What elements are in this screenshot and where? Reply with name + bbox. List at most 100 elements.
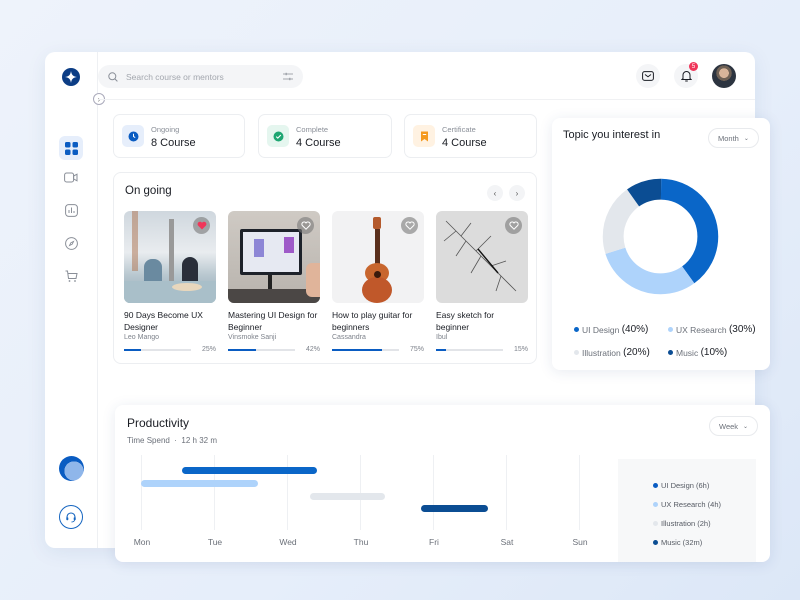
heart-outline-icon (508, 221, 519, 230)
sketch-image (443, 220, 517, 292)
course-progress: 75% (332, 346, 424, 353)
card-title: Topic you interest in (563, 129, 661, 141)
bar-music[interactable] (421, 505, 488, 512)
course-card[interactable]: Easy sketch for beginner Ibul 15% (436, 211, 528, 353)
bar-illustration[interactable] (310, 493, 385, 500)
section-title: On going (125, 185, 172, 197)
stat-value: 8 Course (151, 137, 196, 149)
compass-icon (64, 236, 78, 250)
search-bar[interactable]: Search course or mentors (98, 65, 303, 88)
sidebar-item-explore[interactable] (59, 231, 83, 255)
chevron-right-icon: › (515, 188, 519, 198)
chevron-down-icon: ⌄ (743, 423, 749, 430)
productivity-card: Productivity Time Spend · 12 h 32 m Week… (115, 405, 770, 562)
notifications-button[interactable]: 5 (674, 62, 698, 88)
user-avatar[interactable] (712, 64, 736, 88)
course-progress: 15% (436, 346, 528, 353)
heart-outline-icon (300, 221, 311, 230)
gridline (287, 455, 288, 530)
favorite-button[interactable] (401, 217, 418, 234)
donut-chart (602, 178, 719, 295)
course-progress: 25% (124, 346, 216, 353)
course-card[interactable]: 90 Days Become UX Designer Leo Mango 25% (124, 211, 216, 353)
search-input[interactable]: Search course or mentors (126, 71, 224, 82)
legend-item: Music (32m) (653, 538, 702, 547)
filter-icon[interactable] (283, 72, 293, 81)
course-card[interactable]: Mastering UI Design for Beginner Vinsmok… (228, 211, 320, 353)
dropdown-value: Week (719, 421, 739, 431)
course-author: Cassandra (332, 334, 366, 341)
stat-card-complete: Complete 4 Course (258, 114, 392, 158)
grid-icon (64, 141, 78, 155)
cart-icon (65, 270, 78, 282)
favorite-button[interactable] (297, 217, 314, 234)
course-author: Ibul (436, 334, 448, 341)
course-thumbnail (228, 211, 320, 303)
dropdown-value: Month (718, 133, 739, 143)
day-label: Sun (572, 537, 588, 547)
chart-icon (64, 203, 78, 217)
stat-value: 4 Course (296, 137, 341, 149)
sidebar-item-video[interactable] (59, 165, 83, 189)
video-icon (64, 172, 78, 182)
progress-percent: 75% (409, 346, 424, 353)
bookmark-icon (413, 125, 435, 147)
progress-percent: 25% (201, 346, 216, 353)
gridline (433, 455, 434, 530)
bar-ux-research[interactable] (141, 480, 258, 487)
day-label: Wed (279, 537, 297, 547)
course-thumbnail (332, 211, 424, 303)
bar-ui-design[interactable] (182, 467, 317, 474)
check-circle-icon (267, 125, 289, 147)
legend-item: UI Design (6h) (653, 481, 709, 490)
legend-item: UI Design (40%) (574, 324, 648, 335)
card-title: Productivity (127, 416, 190, 430)
course-title: Mastering UI Design for Beginner (228, 310, 318, 332)
course-progress: 42% (228, 346, 320, 353)
day-label: Tue (207, 537, 223, 547)
legend-item: UX Research (30%) (668, 324, 756, 335)
course-card[interactable]: How to play guitar for beginners Cassand… (332, 211, 424, 353)
sidebar-item-analytics[interactable] (59, 198, 83, 222)
workspace-avatar[interactable] (59, 456, 84, 481)
stat-label: Certificate (442, 125, 476, 134)
headset-icon (66, 512, 76, 523)
progress-percent: 15% (513, 346, 528, 353)
gridline (214, 455, 215, 530)
stat-label: Complete (296, 125, 329, 134)
stat-card-certificate: Certificate 4 Course (404, 114, 537, 158)
legend-item: Illustration (20%) (574, 347, 650, 358)
chevron-down-icon: ⌄ (743, 135, 749, 142)
course-thumbnail (124, 211, 216, 303)
chevron-left-icon: ‹ (493, 188, 497, 198)
legend-item: UX Research (4h) (653, 500, 721, 509)
day-label: Thu (353, 537, 369, 547)
logo-icon (62, 68, 80, 86)
ongoing-section: On going ‹ › 90 Days Become UX Designer … (113, 172, 537, 364)
course-title: How to play guitar for beginners (332, 310, 413, 332)
favorite-button[interactable] (505, 217, 522, 234)
period-dropdown[interactable]: Month ⌄ (708, 128, 759, 148)
period-dropdown[interactable]: Week ⌄ (709, 416, 759, 436)
prev-button[interactable]: ‹ (487, 185, 503, 201)
sidebar-item-cart[interactable] (59, 264, 83, 288)
gridline (506, 455, 507, 530)
legend-item: Illustration (2h) (653, 519, 711, 528)
day-label: Sat (500, 537, 514, 547)
messages-button[interactable] (636, 64, 660, 88)
favorite-button[interactable] (193, 217, 210, 234)
course-title: 90 Days Become UX Designer (124, 310, 203, 332)
bell-icon (680, 71, 692, 82)
gridline (360, 455, 361, 530)
time-spend: Time Spend · 12 h 32 m (127, 436, 217, 445)
course-author: Leo Mango (124, 334, 160, 341)
topic-interest-card: Topic you interest in Month ⌄ UI Design (… (552, 118, 770, 370)
course-thumbnail (436, 211, 528, 303)
next-button[interactable]: › (509, 185, 525, 201)
sidebar-item-dashboard[interactable] (59, 136, 83, 160)
mail-icon (642, 71, 654, 81)
support-button[interactable] (59, 505, 83, 529)
day-label: Mon (133, 537, 151, 547)
legend-item: Music (10%) (668, 347, 727, 358)
header-divider (98, 99, 755, 100)
